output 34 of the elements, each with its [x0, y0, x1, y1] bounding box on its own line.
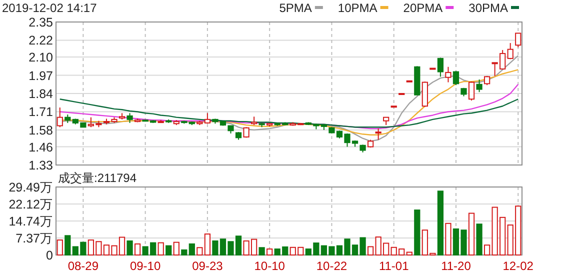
bar	[266, 248, 273, 256]
bar	[476, 224, 482, 256]
candlestick	[452, 70, 460, 86]
bar	[414, 210, 420, 256]
bar	[484, 244, 490, 256]
bar	[181, 249, 188, 256]
candlestick	[126, 112, 133, 124]
bar	[56, 240, 63, 256]
bar	[367, 246, 374, 256]
candlestick	[437, 57, 444, 78]
bar	[173, 242, 180, 256]
bar	[258, 247, 265, 256]
candlestick	[445, 66, 452, 83]
bar	[437, 190, 444, 256]
bar	[406, 252, 412, 256]
bar	[158, 242, 164, 256]
bar	[188, 243, 195, 256]
bar	[166, 245, 172, 256]
candlestick	[375, 128, 382, 140]
bar	[134, 243, 141, 256]
candlestick	[422, 81, 428, 108]
bar	[445, 222, 452, 256]
candlestick	[507, 42, 514, 60]
bar	[204, 234, 211, 256]
bar	[126, 240, 133, 256]
candlestick	[476, 78, 482, 93]
bar	[64, 235, 71, 256]
title: 2019-12-02 14:17	[2, 1, 97, 15]
title: 成交量:211794	[58, 171, 136, 185]
bar	[196, 247, 203, 256]
candlestick	[515, 32, 522, 48]
candlestick	[468, 81, 475, 102]
bar	[468, 212, 475, 256]
candlestick	[56, 107, 63, 128]
